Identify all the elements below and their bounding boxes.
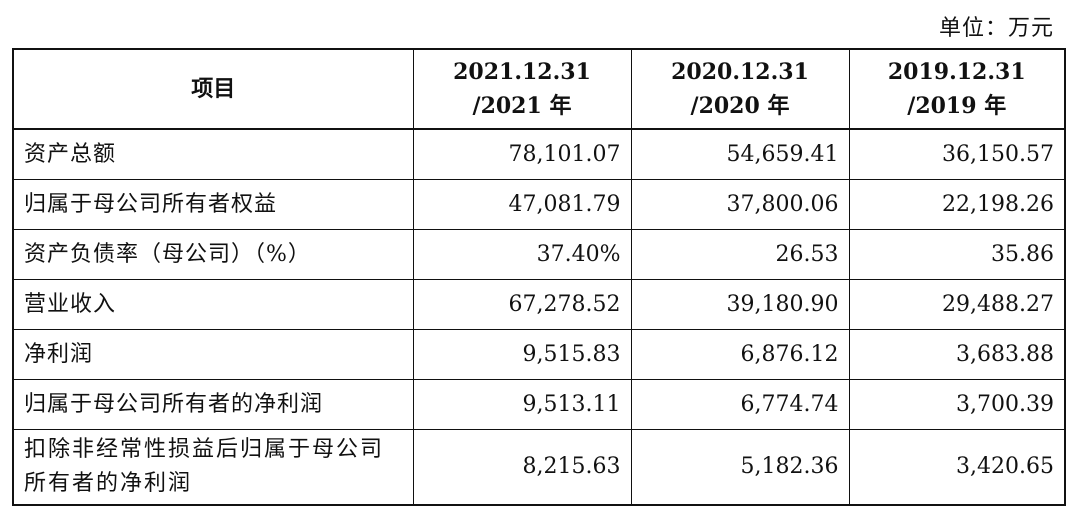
table-header: 项目 2021.12.31 /2021 年 2020.12.31 /2020 年… — [12, 48, 1066, 130]
table-row: 归属于母公司所有者的净利润 9,513.11 6,774.74 3,700.39 — [12, 379, 1066, 430]
row-label: 净利润 — [12, 329, 414, 380]
financial-summary-table: 项目 2021.12.31 /2021 年 2020.12.31 /2020 年… — [12, 48, 1066, 506]
header-period-date: 2019.12.31 — [887, 59, 1026, 85]
header-period-date: 2021.12.31 — [453, 59, 591, 85]
cell-2020: 6,774.74 — [630, 379, 850, 430]
table-row: 净利润 9,515.83 6,876.12 3,683.88 — [12, 329, 1066, 380]
cell-2021: 8,215.63 — [412, 429, 632, 506]
header-row: 项目 2021.12.31 /2021 年 2020.12.31 /2020 年… — [12, 48, 1066, 130]
cell-2021: 47,081.79 — [412, 179, 632, 230]
cell-2020: 26.53 — [630, 229, 850, 280]
table-row: 资产负债率（母公司）（%） 37.40% 26.53 35.86 — [12, 229, 1066, 280]
header-period-2020: 2020.12.31 /2020 年 — [630, 48, 850, 130]
cell-2019: 3,420.65 — [848, 429, 1066, 506]
cell-2021: 78,101.07 — [412, 128, 632, 180]
header-period-2019: 2019.12.31 /2019 年 — [848, 48, 1066, 130]
header-period-year: /2020 年 — [690, 93, 790, 119]
cell-2019: 35.86 — [848, 229, 1066, 280]
table-row: 扣除非经常性损益后归属于母公司所有者的净利润 8,215.63 5,182.36… — [12, 429, 1066, 506]
cell-2020: 5,182.36 — [630, 429, 850, 506]
row-label: 营业收入 — [12, 279, 414, 330]
row-label: 资产负债率（母公司）（%） — [12, 229, 414, 280]
cell-2020: 6,876.12 — [630, 329, 850, 380]
cell-2020: 54,659.41 — [630, 128, 850, 180]
table-body: 资产总额 78,101.07 54,659.41 36,150.57 归属于母公… — [12, 128, 1066, 506]
cell-2021: 9,513.11 — [412, 379, 632, 430]
table-row: 资产总额 78,101.07 54,659.41 36,150.57 — [12, 128, 1066, 180]
cell-2020: 37,800.06 — [630, 179, 850, 230]
unit-label: 单位：万元 — [938, 16, 1054, 41]
cell-2019: 3,700.39 — [848, 379, 1066, 430]
row-label: 扣除非经常性损益后归属于母公司所有者的净利润 — [12, 429, 414, 506]
header-period-year: /2021 年 — [472, 93, 572, 119]
row-label: 资产总额 — [12, 128, 414, 180]
cell-2021: 37.40% — [412, 229, 632, 280]
cell-2019: 3,683.88 — [848, 329, 1066, 380]
table-row: 营业收入 67,278.52 39,180.90 29,488.27 — [12, 279, 1066, 330]
cell-2019: 36,150.57 — [848, 128, 1066, 180]
header-period-date: 2020.12.31 — [671, 59, 809, 85]
cell-2019: 22,198.26 — [848, 179, 1066, 230]
cell-2021: 9,515.83 — [412, 329, 632, 380]
row-label: 归属于母公司所有者权益 — [12, 179, 414, 230]
header-period-2021: 2021.12.31 /2021 年 — [412, 48, 632, 130]
cell-2021: 67,278.52 — [412, 279, 632, 330]
header-item: 项目 — [12, 48, 414, 130]
row-label: 归属于母公司所有者的净利润 — [12, 379, 414, 430]
header-period-year: /2019 年 — [907, 93, 1007, 119]
cell-2019: 29,488.27 — [848, 279, 1066, 330]
table-row: 归属于母公司所有者权益 47,081.79 37,800.06 22,198.2… — [12, 179, 1066, 230]
cell-2020: 39,180.90 — [630, 279, 850, 330]
